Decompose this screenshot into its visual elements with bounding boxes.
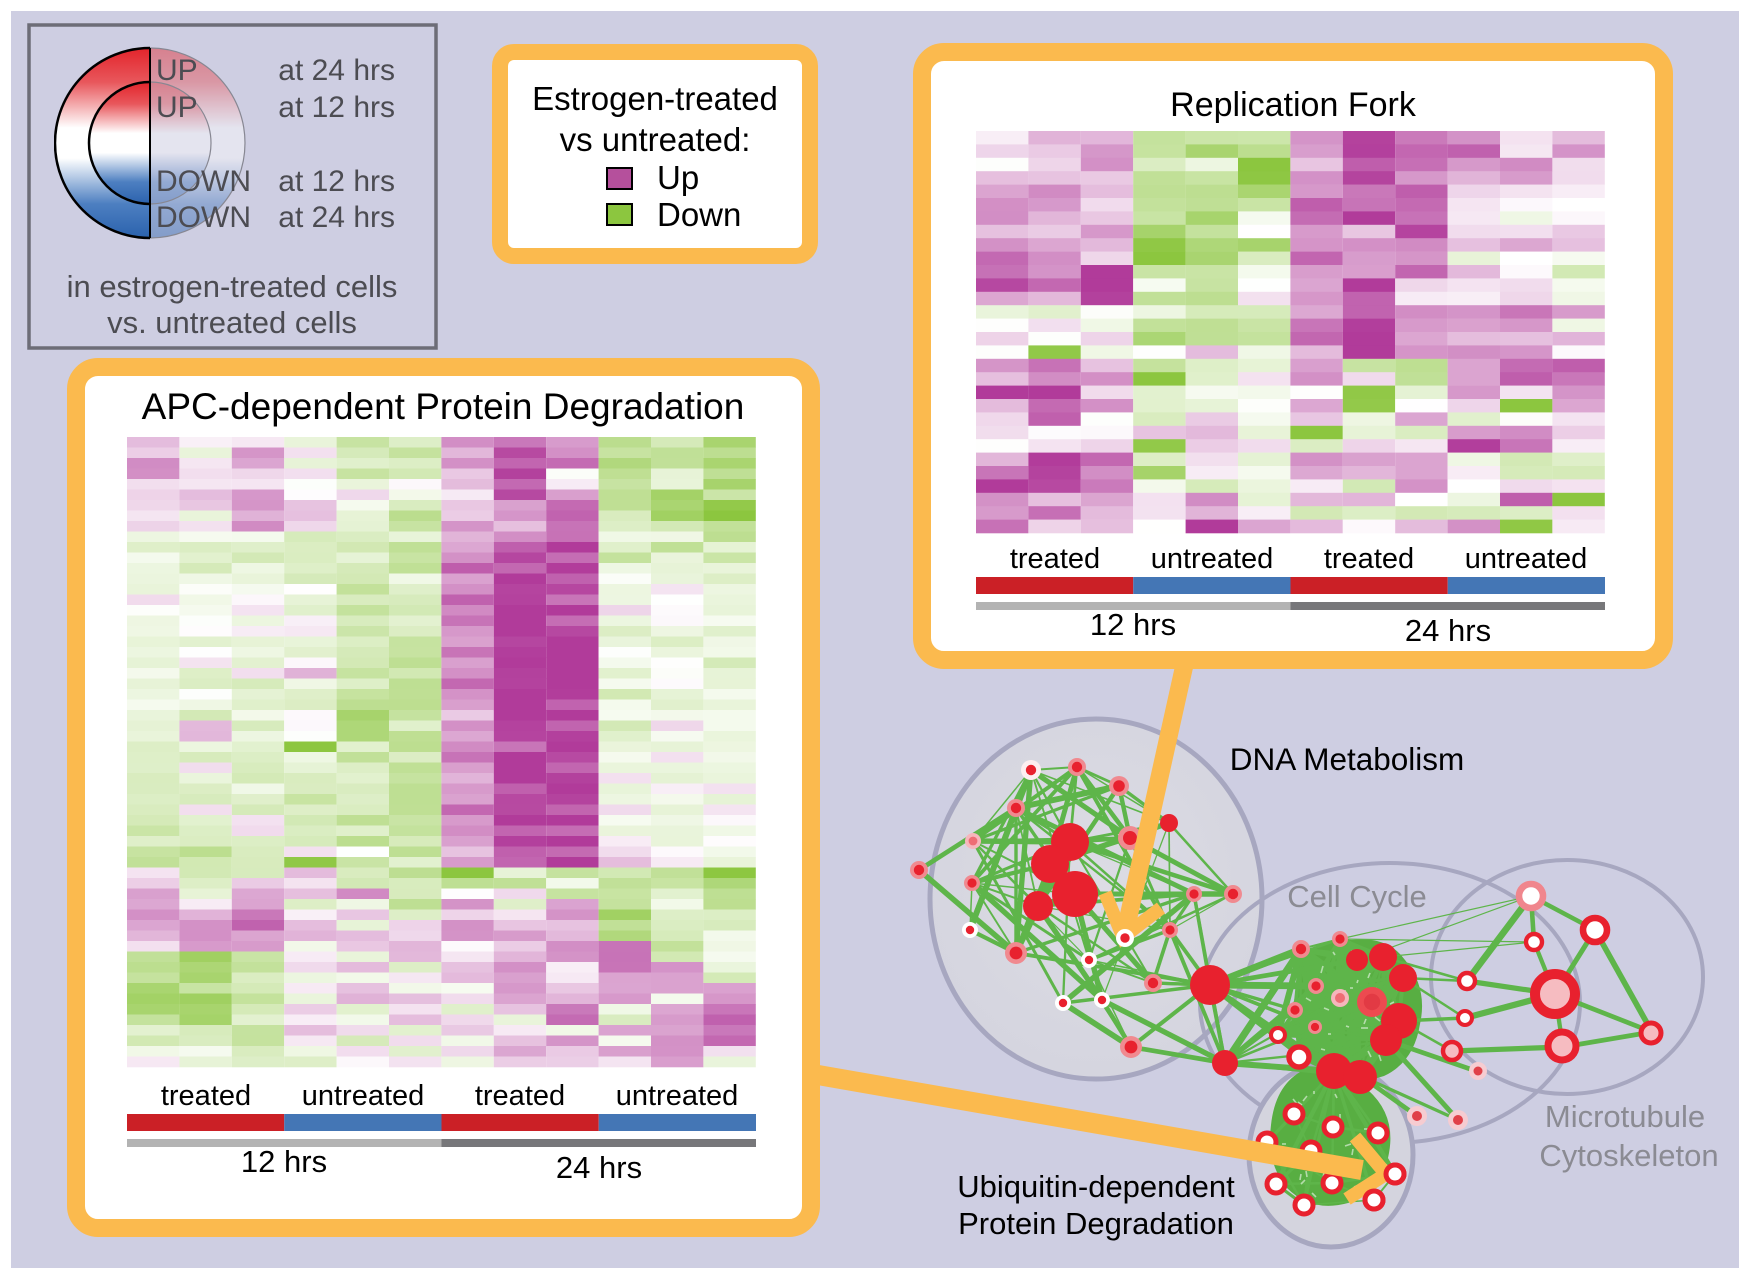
svg-text:DOWN: DOWN xyxy=(156,201,251,234)
svg-text:untreated: untreated xyxy=(1465,543,1588,575)
svg-text:untreated: untreated xyxy=(616,1080,739,1112)
svg-text:24 hrs: 24 hrs xyxy=(556,1150,642,1185)
svg-text:Microtubule: Microtubule xyxy=(1545,1099,1705,1134)
svg-text:in estrogen-treated cells: in estrogen-treated cells xyxy=(67,269,398,304)
svg-text:at 24 hrs: at 24 hrs xyxy=(278,201,395,234)
svg-text:24 hrs: 24 hrs xyxy=(1405,613,1491,648)
svg-text:Down: Down xyxy=(657,196,741,233)
svg-text:Ubiquitin-dependent: Ubiquitin-dependent xyxy=(957,1169,1235,1204)
svg-text:untreated: untreated xyxy=(302,1080,425,1112)
svg-text:Cytoskeleton: Cytoskeleton xyxy=(1539,1138,1718,1173)
svg-text:DOWN: DOWN xyxy=(156,165,251,198)
svg-text:12 hrs: 12 hrs xyxy=(241,1144,327,1179)
svg-text:UP: UP xyxy=(156,54,198,87)
svg-text:untreated: untreated xyxy=(1151,543,1274,575)
svg-text:vs. untreated cells: vs. untreated cells xyxy=(107,305,357,340)
svg-text:UP: UP xyxy=(156,91,198,124)
svg-text:Protein Degradation: Protein Degradation xyxy=(958,1206,1234,1241)
svg-text:at 12 hrs: at 12 hrs xyxy=(278,91,395,124)
svg-text:Estrogen-treated: Estrogen-treated xyxy=(532,80,778,117)
svg-text:Replication Fork: Replication Fork xyxy=(1170,86,1417,124)
svg-text:vs untreated:: vs untreated: xyxy=(560,121,751,158)
svg-text:treated: treated xyxy=(1324,543,1414,575)
svg-text:at 12 hrs: at 12 hrs xyxy=(278,165,395,198)
svg-text:Up: Up xyxy=(657,159,699,196)
svg-text:DNA Metabolism: DNA Metabolism xyxy=(1230,741,1465,777)
svg-text:12 hrs: 12 hrs xyxy=(1090,607,1176,642)
svg-text:Cell Cycle: Cell Cycle xyxy=(1287,879,1427,914)
svg-text:at 24 hrs: at 24 hrs xyxy=(278,54,395,87)
svg-text:treated: treated xyxy=(475,1080,565,1112)
svg-text:APC-dependent Protein Degradat: APC-dependent Protein Degradation xyxy=(142,386,745,427)
svg-text:treated: treated xyxy=(161,1080,251,1112)
svg-text:treated: treated xyxy=(1010,543,1100,575)
